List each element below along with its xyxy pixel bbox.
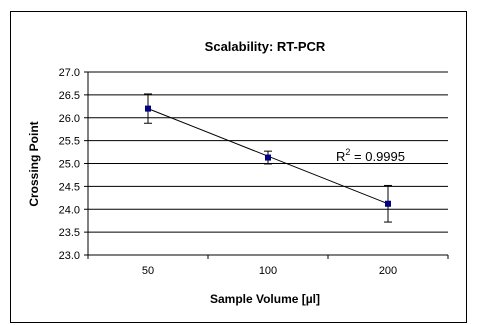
y-tick-label: 25.5: [59, 136, 80, 148]
y-tick-labels: 23.0 23.5 24.0 24.5 25.0 25.5 26.0 26.5 27.0: [59, 67, 88, 262]
chart-title: Scalability: RT-PCR: [205, 39, 326, 54]
r-squared-superscript: 2: [345, 147, 350, 157]
data-point: [265, 154, 271, 161]
y-tick-label: 25.0: [59, 159, 80, 171]
y-tick-label: 24.5: [59, 181, 80, 193]
r-squared-prefix: R: [336, 149, 345, 164]
r-squared-annotation: R2 = 0.9995: [336, 147, 405, 164]
x-tick-label: 100: [259, 265, 277, 277]
y-tick-label: 23.0: [59, 250, 80, 262]
y-tick-label: 27.0: [59, 67, 80, 79]
x-axis-label: Sample Volume [µl]: [210, 292, 320, 306]
x-tick-label: 200: [379, 265, 397, 277]
y-tick-label: 26.5: [59, 90, 80, 102]
y-tick-label: 23.5: [59, 227, 80, 239]
data-points: [145, 105, 391, 207]
y-tick-label: 24.0: [59, 204, 80, 216]
x-tick-label: 50: [142, 265, 154, 277]
r-squared-value: = 0.9995: [350, 149, 405, 164]
data-point: [385, 200, 391, 207]
x-tick-labels: 50 100 200: [87, 255, 449, 277]
data-point: [145, 105, 151, 112]
y-tick-label: 26.0: [59, 113, 80, 125]
y-axis-label: Crossing Point: [27, 121, 41, 206]
